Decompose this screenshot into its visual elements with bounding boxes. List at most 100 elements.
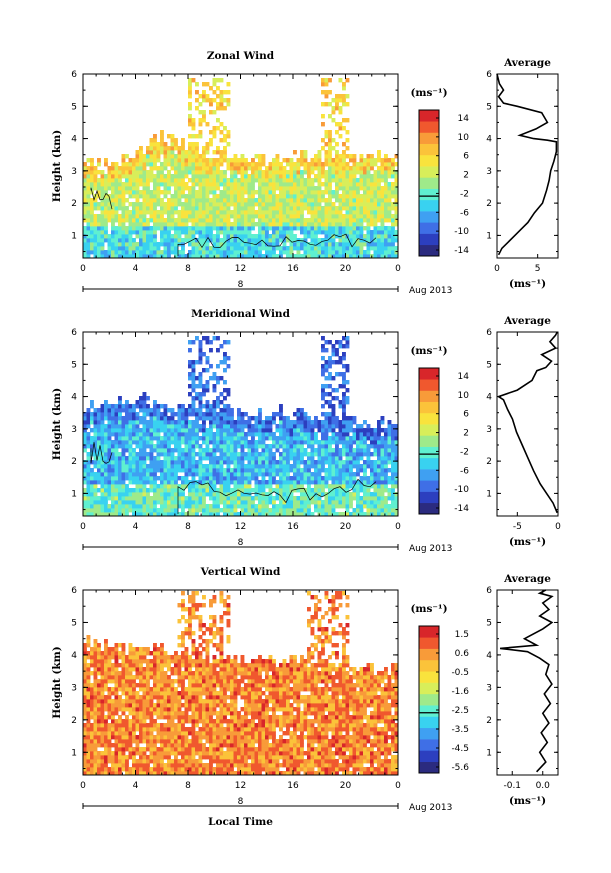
heatmap-cell (146, 504, 150, 509)
heatmap-cell (247, 424, 252, 429)
heatmap-cell (104, 194, 108, 199)
heatmap-cell (321, 138, 325, 143)
heatmap-cell (300, 242, 304, 247)
heatmap-cell (300, 222, 304, 227)
heatmap-cell (359, 214, 364, 219)
heatmap-cell (118, 250, 122, 255)
heatmap-cell (268, 484, 273, 489)
heatmap-cell (380, 226, 385, 231)
heatmap-cell (387, 226, 392, 231)
heatmap-cell (216, 412, 220, 417)
heatmap-cell (111, 254, 115, 259)
heatmap-cell (86, 492, 91, 497)
heatmap-cell (237, 202, 241, 207)
heatmap-cell (303, 242, 308, 247)
heatmap-cell (331, 166, 336, 171)
heatmap-cell (335, 340, 339, 345)
heatmap-cell (146, 226, 150, 231)
heatmap-cell (247, 484, 252, 489)
heatmap-cell (314, 194, 318, 199)
heatmap-cell (191, 174, 196, 179)
heatmap-cell (118, 428, 122, 433)
heatmap-cell (293, 412, 297, 417)
heatmap-cell (387, 456, 392, 461)
heatmap-cell (121, 254, 126, 259)
heatmap-cell (160, 130, 164, 135)
heatmap-cell (128, 464, 133, 469)
heatmap-cell (240, 460, 245, 465)
heatmap-cell (233, 452, 238, 457)
heatmap-cell (307, 230, 311, 235)
heatmap-cell (296, 162, 301, 167)
heatmap-cell (265, 460, 269, 465)
heatmap-cell (359, 186, 364, 191)
heatmap-cell (349, 456, 353, 461)
heatmap-cell (97, 190, 101, 195)
heatmap-cell (149, 202, 154, 207)
heatmap-cell (352, 496, 357, 501)
heatmap-cell (135, 456, 140, 461)
heatmap-cell (237, 178, 241, 183)
heatmap-cell (139, 484, 143, 489)
heatmap-cell (146, 492, 150, 497)
heatmap-cell (205, 206, 210, 211)
heatmap-cell (223, 496, 227, 501)
heatmap-cell (223, 500, 227, 505)
heatmap-cell (111, 416, 115, 421)
heatmap-cell (86, 158, 91, 163)
heatmap-cell (338, 242, 343, 247)
heatmap-cell (275, 174, 280, 179)
heatmap-cell (198, 384, 203, 389)
heatmap-cell (352, 238, 357, 243)
heatmap-cell (240, 484, 245, 489)
heatmap-cell (114, 416, 119, 421)
heatmap-cell (282, 488, 287, 493)
heatmap-cell (163, 250, 168, 255)
heatmap-cell (90, 234, 94, 239)
heatmap-cell (153, 158, 157, 163)
heatmap-cell (184, 496, 189, 501)
heatmap-cell (128, 222, 133, 227)
heatmap-cell (279, 436, 283, 441)
heatmap-cell (174, 174, 178, 179)
heatmap-cell (272, 218, 276, 223)
heatmap-cell (216, 424, 220, 429)
heatmap-cell (226, 194, 231, 199)
heatmap-cell (265, 242, 269, 247)
heatmap-cell (104, 238, 108, 243)
heatmap-cell (303, 420, 308, 425)
heatmap-cell (177, 496, 182, 501)
heatmap-cell (258, 452, 262, 457)
heatmap-cell (86, 432, 91, 437)
heatmap-cell (296, 496, 301, 501)
heatmap-cell (226, 428, 231, 433)
heatmap-cell (142, 512, 147, 517)
heatmap-cell (230, 424, 234, 429)
heatmap-cell (198, 360, 203, 365)
heatmap-cell (331, 194, 336, 199)
heatmap-cell (226, 210, 231, 215)
heatmap-cell (128, 218, 133, 223)
heatmap-cell (111, 214, 115, 219)
heatmap-cell (226, 242, 231, 247)
heatmap-cell (205, 202, 210, 207)
heatmap-cell (223, 210, 227, 215)
heatmap-cell (202, 512, 206, 517)
heatmap-cell (146, 170, 150, 175)
heatmap-cell (209, 488, 213, 493)
heatmap-cell (380, 444, 385, 449)
heatmap-cell (107, 472, 112, 477)
heatmap-cell (366, 428, 371, 433)
heatmap-cell (342, 408, 346, 413)
heatmap-cell (251, 214, 255, 219)
heatmap-cell (191, 496, 196, 501)
heatmap-cell (324, 436, 329, 441)
heatmap-cell (324, 500, 329, 505)
heatmap-cell (338, 170, 343, 175)
heatmap-cell (286, 432, 290, 437)
heatmap-cell (338, 198, 343, 203)
heatmap-cell (261, 456, 266, 461)
heatmap-cell (111, 424, 115, 429)
heatmap-cell (195, 242, 199, 247)
heatmap-cell (202, 416, 206, 421)
